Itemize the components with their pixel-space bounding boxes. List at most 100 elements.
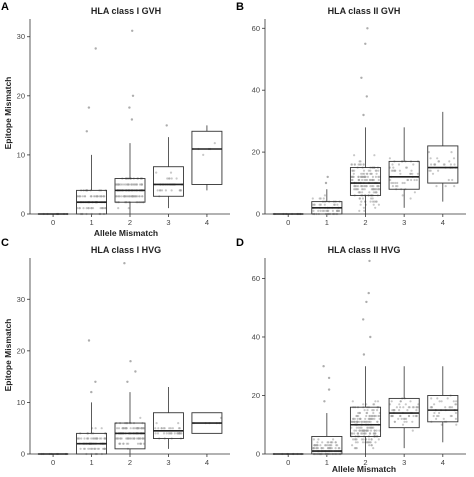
y-tick-label: 0	[21, 210, 25, 219]
jitter-point	[360, 188, 364, 191]
jitter-point	[316, 444, 319, 447]
jitter-point	[376, 400, 380, 403]
plot-area: 0 10 20 30 0 1 2 3 4	[17, 19, 230, 227]
jitter-point	[131, 195, 134, 198]
jitter-point	[433, 411, 436, 415]
jitter-point	[136, 442, 140, 445]
jitter-point	[358, 417, 361, 420]
jitter-point	[373, 200, 376, 203]
jitter-point	[332, 438, 335, 441]
box	[153, 412, 184, 439]
jitter-point	[404, 403, 407, 406]
jitter-point	[375, 188, 378, 191]
x-tick-label: 4	[441, 458, 445, 467]
jitter-point	[377, 185, 380, 188]
jitter-point	[139, 442, 142, 445]
jitter-point	[401, 423, 405, 426]
jitter-point	[401, 194, 404, 197]
jitter-point	[129, 437, 133, 440]
outlier-point	[365, 300, 368, 304]
jitter-point	[333, 203, 336, 206]
jitter-point	[122, 442, 125, 445]
outlier-point	[126, 380, 129, 383]
jitter-point	[132, 183, 135, 186]
panel-a: A HLA class I GVH Epitope Mismatch Allel…	[1, 1, 230, 238]
jitter-point	[96, 437, 99, 440]
jitter-point	[336, 209, 339, 212]
y-tick-label: 60	[252, 274, 260, 283]
box	[388, 160, 420, 190]
jitter-point	[371, 417, 374, 420]
jitter-point	[409, 197, 412, 200]
jitter-point	[368, 444, 371, 447]
x-tick-label: 0	[51, 458, 55, 467]
x-tick-label: 4	[205, 218, 209, 227]
jitter-point	[373, 429, 376, 432]
jitter-point	[173, 432, 176, 435]
y-tick-label: 20	[17, 91, 25, 100]
jitter-point	[361, 178, 364, 182]
jitter-point	[357, 426, 360, 429]
jitter-point	[119, 437, 122, 440]
jitter-point	[352, 438, 355, 441]
jitter-point	[353, 417, 356, 420]
jitter-point	[157, 427, 160, 430]
outlier-point	[367, 291, 370, 295]
jitter-point	[430, 163, 433, 166]
jitter-point	[316, 447, 320, 450]
jitter-point	[89, 447, 92, 450]
jitter-point	[325, 209, 328, 212]
jitter-point	[356, 432, 359, 435]
outlier-point	[368, 259, 371, 263]
outlier-point	[362, 353, 366, 356]
outlier-point	[129, 360, 132, 363]
jitter-point	[103, 437, 106, 440]
jitter-point	[391, 185, 394, 188]
jitter-point	[357, 414, 360, 418]
y-tick-label: 40	[252, 86, 260, 95]
outlier-point	[87, 106, 91, 109]
jitter-point	[390, 400, 393, 403]
jitter-point	[452, 157, 456, 160]
jitter-point	[140, 427, 143, 430]
y-tick-label: 10	[17, 150, 25, 159]
box	[427, 145, 459, 184]
jitter-point	[405, 166, 408, 169]
jitter-point	[362, 432, 366, 435]
jitter-point	[362, 403, 365, 406]
jitter-point	[360, 426, 363, 429]
box	[349, 406, 382, 437]
outlier-point	[131, 29, 134, 32]
outlier-point	[131, 94, 135, 98]
jitter-point	[429, 169, 432, 172]
jitter-point	[369, 432, 372, 435]
y-tick-label: 60	[252, 24, 260, 33]
jitter-point	[321, 209, 324, 212]
jitter-point	[317, 209, 320, 212]
jitter-point	[96, 447, 99, 450]
jitter-point	[376, 420, 379, 423]
x-axis-title: Allele Mismatch	[332, 464, 396, 474]
jitter-point	[370, 417, 373, 420]
jitter-point	[372, 411, 375, 415]
jitter-point	[365, 429, 368, 432]
jitter-point	[399, 406, 402, 409]
outlier-point	[364, 42, 367, 45]
jitter-point	[438, 400, 441, 403]
jitter-point	[117, 427, 121, 430]
jitter-point	[129, 427, 132, 430]
jitter-point	[135, 183, 138, 186]
jitter-point	[444, 185, 447, 188]
outlier-point	[360, 76, 363, 80]
jitter-point	[370, 438, 373, 441]
jitter-point	[361, 420, 364, 423]
jitter-point	[416, 172, 419, 175]
jitter-point	[391, 163, 394, 166]
jitter-point	[374, 175, 377, 178]
jitter-point	[368, 426, 371, 429]
jitter-point	[120, 195, 123, 198]
jitter-point	[358, 178, 361, 182]
jitter-point	[361, 175, 365, 178]
outlier-point	[324, 181, 328, 185]
outlier-point	[362, 318, 365, 321]
